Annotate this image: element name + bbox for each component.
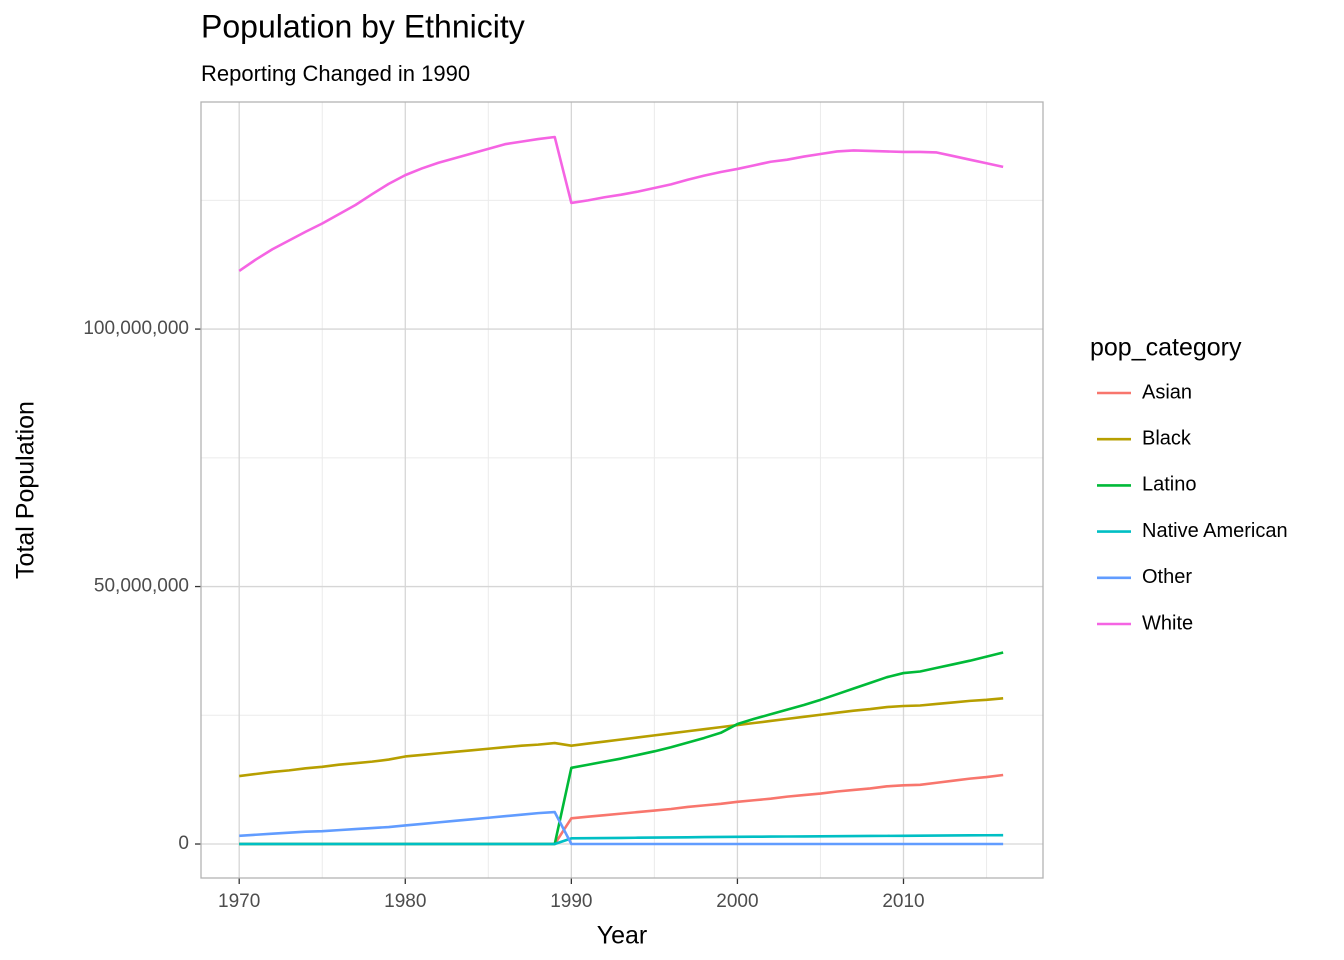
- legend-label: Native American: [1142, 520, 1288, 542]
- legend-label: Latino: [1142, 474, 1197, 496]
- series-line: [239, 833, 1004, 846]
- legend-label: Black: [1142, 427, 1192, 449]
- y-tick-label: 0: [178, 833, 189, 854]
- x-tick-label: 1980: [384, 891, 426, 912]
- x-tick-label: 1970: [218, 891, 260, 912]
- series-line: [238, 135, 1004, 272]
- chart-subtitle: Reporting Changed in 1990: [201, 61, 470, 86]
- legend-label: White: [1142, 612, 1193, 634]
- chart-title: Population by Ethnicity: [201, 8, 525, 44]
- legend-label: Asian: [1142, 381, 1192, 403]
- legend-title: pop_category: [1090, 334, 1242, 362]
- x-tick-label: 2000: [716, 891, 758, 912]
- panel-border: [200, 101, 1044, 879]
- y-axis-label: Total Population: [12, 401, 40, 579]
- y-tick-label: 100,000,000: [83, 318, 189, 339]
- x-axis-label: Year: [597, 922, 648, 950]
- y-tick-label: 50,000,000: [94, 576, 189, 597]
- legend-label: Other: [1142, 566, 1192, 588]
- series-line: [239, 696, 1004, 778]
- x-tick-label: 2010: [882, 891, 924, 912]
- x-tick-label: 1990: [550, 891, 592, 912]
- series-line: [239, 810, 1004, 846]
